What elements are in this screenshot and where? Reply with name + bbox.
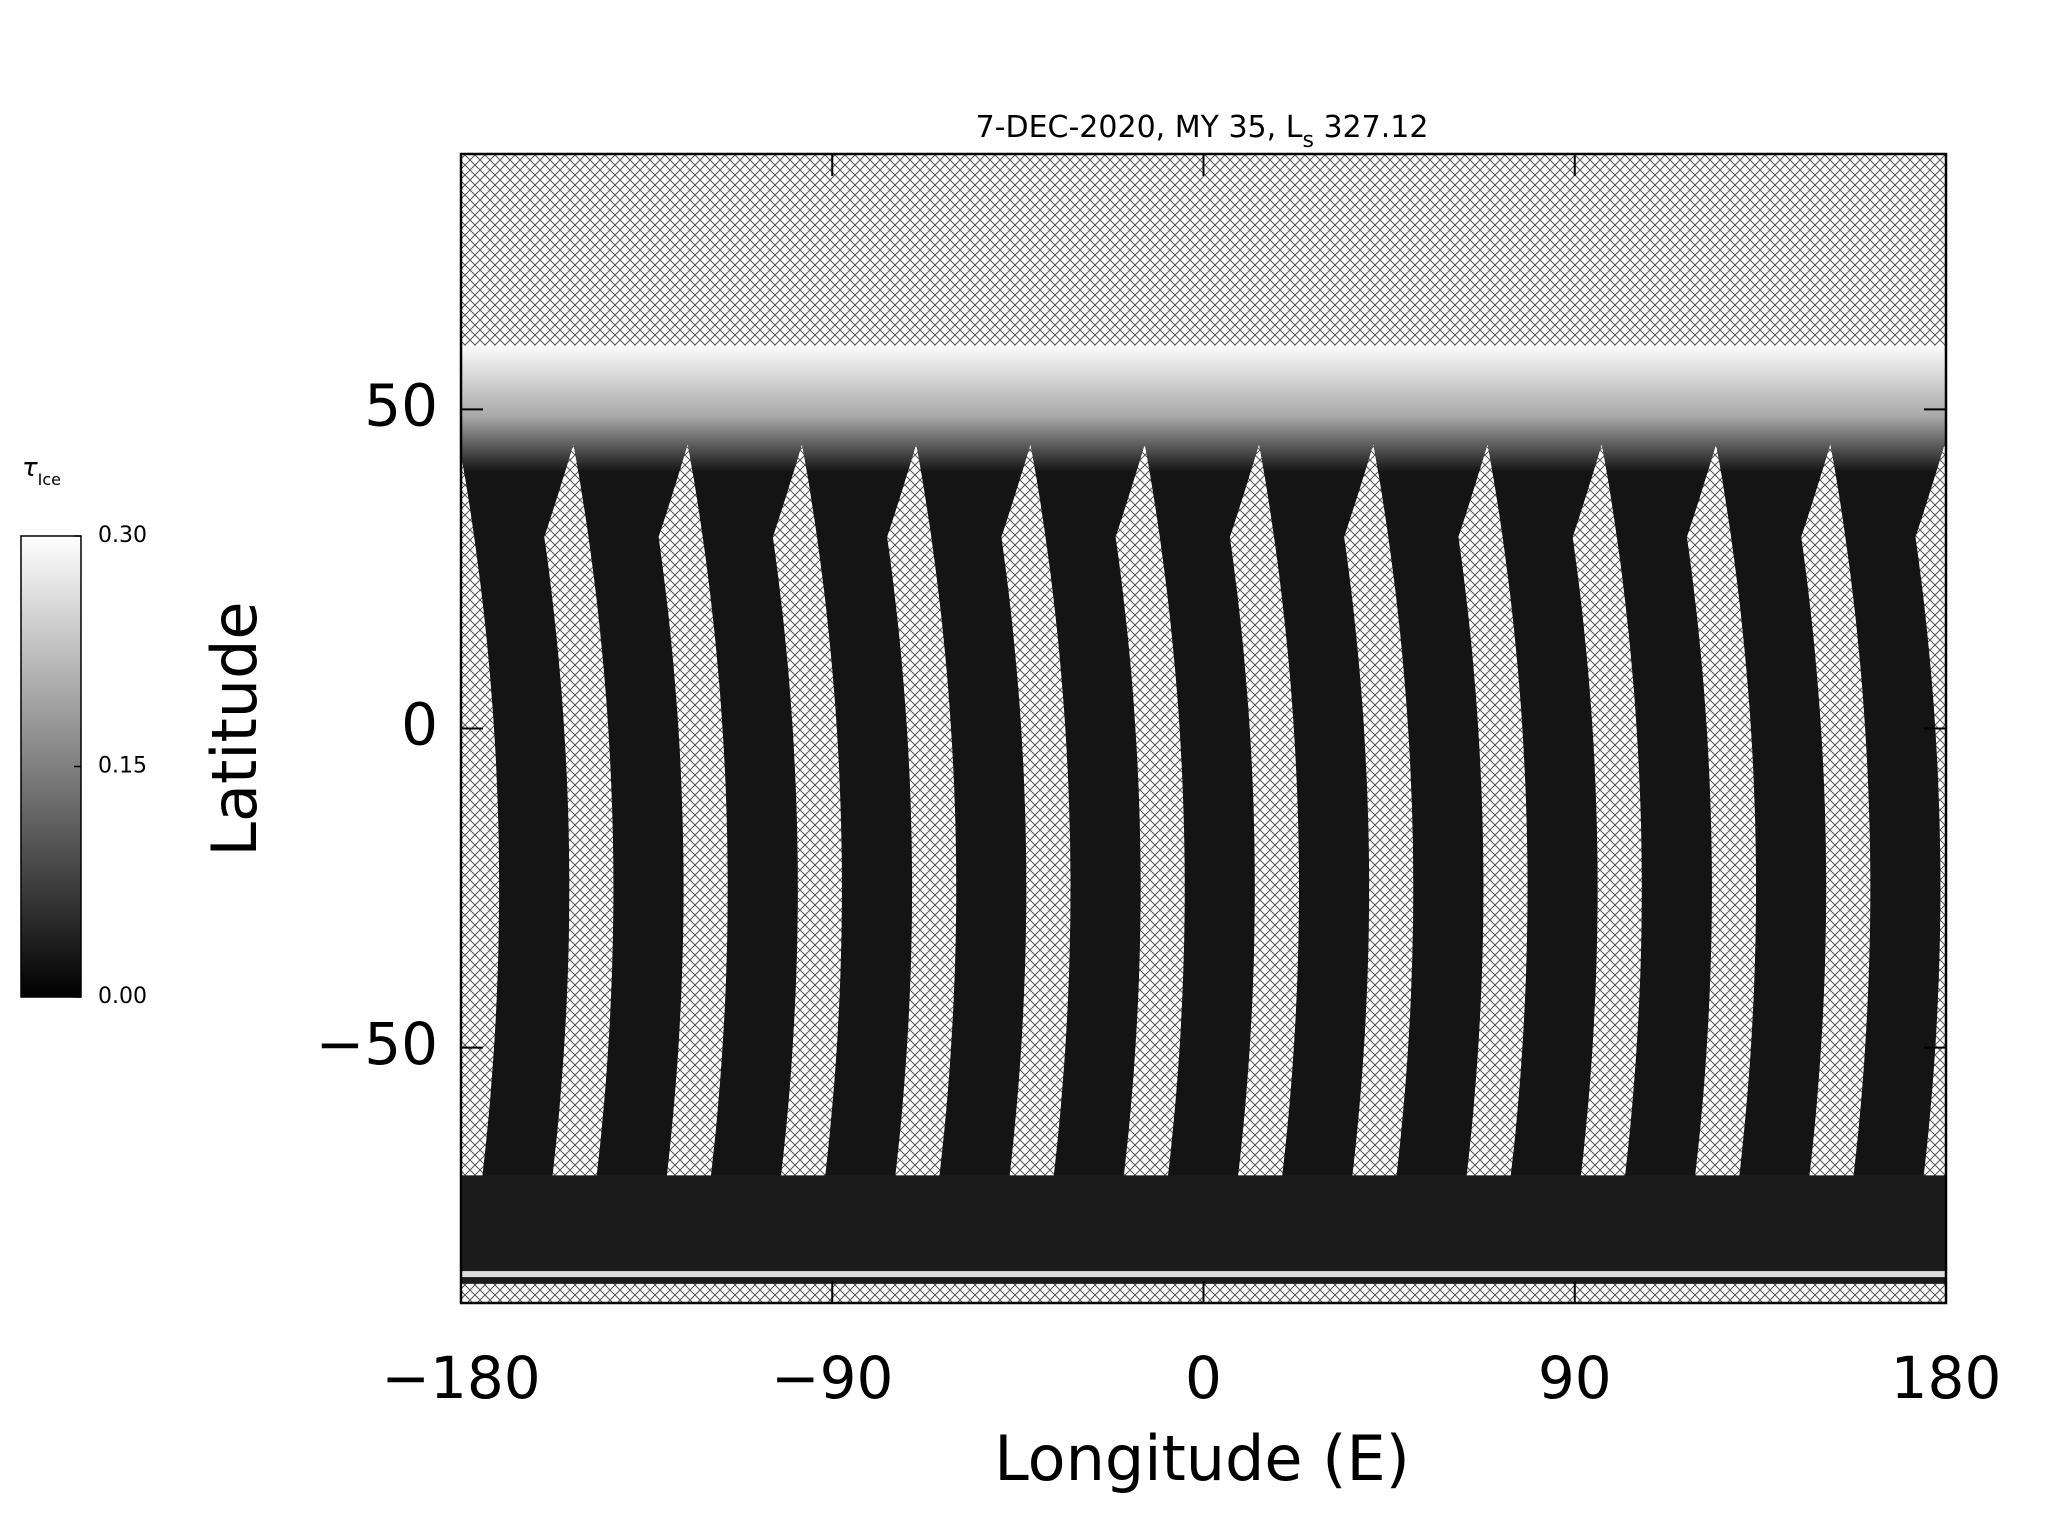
south-dark bbox=[461, 1175, 1946, 1284]
polar-strip bbox=[461, 1271, 1946, 1278]
x-tick-label: −180 bbox=[381, 1344, 540, 1412]
y-tick-label: 0 bbox=[401, 691, 438, 759]
title-tail: 327.12 bbox=[1314, 110, 1429, 145]
x-tick-label: 0 bbox=[1185, 1344, 1222, 1412]
colorbar-label: τIce bbox=[22, 453, 61, 489]
x-tick-label: −90 bbox=[771, 1344, 893, 1412]
y-tick-label: −50 bbox=[316, 1010, 438, 1078]
colorbar-subscript: Ice bbox=[38, 470, 61, 489]
colorbar-tick-label: 0.00 bbox=[98, 984, 147, 1009]
ice-cap bbox=[461, 345, 1946, 474]
y-axis-label: Latitude bbox=[198, 601, 271, 856]
colorbar-tick-label: 0.30 bbox=[98, 523, 147, 548]
plot-area: −180 −90 0 90 180 −50 0 50 bbox=[316, 152, 2002, 1412]
colorbar-symbol: τ bbox=[22, 453, 38, 483]
colorbar bbox=[20, 535, 82, 998]
chart-title: 7-DEC-2020, MY 35, Ls 327.12 bbox=[976, 110, 1429, 153]
x-tick-label: 90 bbox=[1538, 1344, 1612, 1412]
x-axis-label: Longitude (E) bbox=[994, 1422, 1410, 1495]
title-subscript: s bbox=[1302, 128, 1313, 153]
x-tick-label: 180 bbox=[1891, 1344, 2002, 1412]
title-main: 7-DEC-2020, MY 35, L bbox=[976, 110, 1303, 145]
y-tick-label: 50 bbox=[364, 371, 438, 439]
svg-text:7-DEC-2020, MY 35, Ls 327.12: 7-DEC-2020, MY 35, Ls 327.12 bbox=[976, 110, 1429, 153]
colorbar-tick-label: 0.15 bbox=[98, 754, 147, 779]
